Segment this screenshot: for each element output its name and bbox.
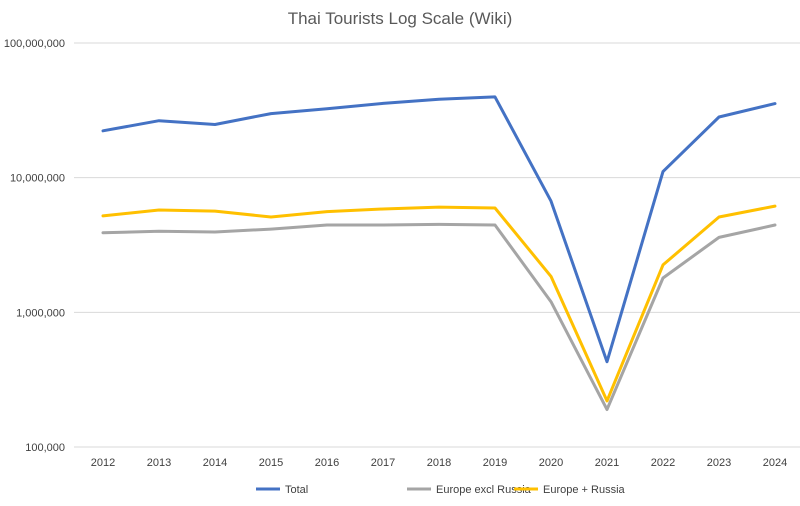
y-tick-label: 1,000,000	[16, 307, 65, 319]
legend-label: Europe excl Russia	[436, 484, 532, 496]
gridlines	[74, 42, 800, 448]
x-tick-label: 2023	[707, 457, 731, 469]
series-line-europe-excl-russia	[101, 222, 777, 411]
legend-label: Total	[285, 484, 308, 496]
chart-title: Thai Tourists Log Scale (Wiki)	[288, 9, 513, 28]
x-tick-label: 2015	[259, 457, 283, 469]
x-tick-label: 2022	[651, 457, 675, 469]
x-tick-label: 2020	[539, 457, 563, 469]
legend: Total Europe excl Russia Europe + Russia	[256, 484, 626, 496]
y-tick-label: 100,000	[25, 442, 65, 454]
y-tick-label: 100,000,000	[4, 38, 65, 50]
x-tick-label: 2012	[91, 457, 115, 469]
x-tick-label: 2013	[147, 457, 171, 469]
x-tick-label: 2021	[595, 457, 619, 469]
x-tick-label: 2024	[763, 457, 787, 469]
x-tick-label: 2017	[371, 457, 395, 469]
series-lines	[101, 95, 777, 411]
x-tick-label: 2014	[203, 457, 227, 469]
series-line-total	[101, 95, 777, 364]
series-line-europe-russia	[101, 204, 777, 403]
x-axis-ticks: 2012 2013 2014 2015 2016 2017 2018 2019 2020 2021…	[91, 457, 787, 469]
y-tick-label: 10,000,000	[10, 173, 65, 185]
x-tick-label: 2018	[427, 457, 451, 469]
y-axis-ticks: 100,000 1,000,000 10,000,000 100,000,000	[4, 38, 65, 454]
legend-label: Europe + Russia	[543, 484, 626, 496]
x-tick-label: 2016	[315, 457, 339, 469]
x-tick-label: 2019	[483, 457, 507, 469]
